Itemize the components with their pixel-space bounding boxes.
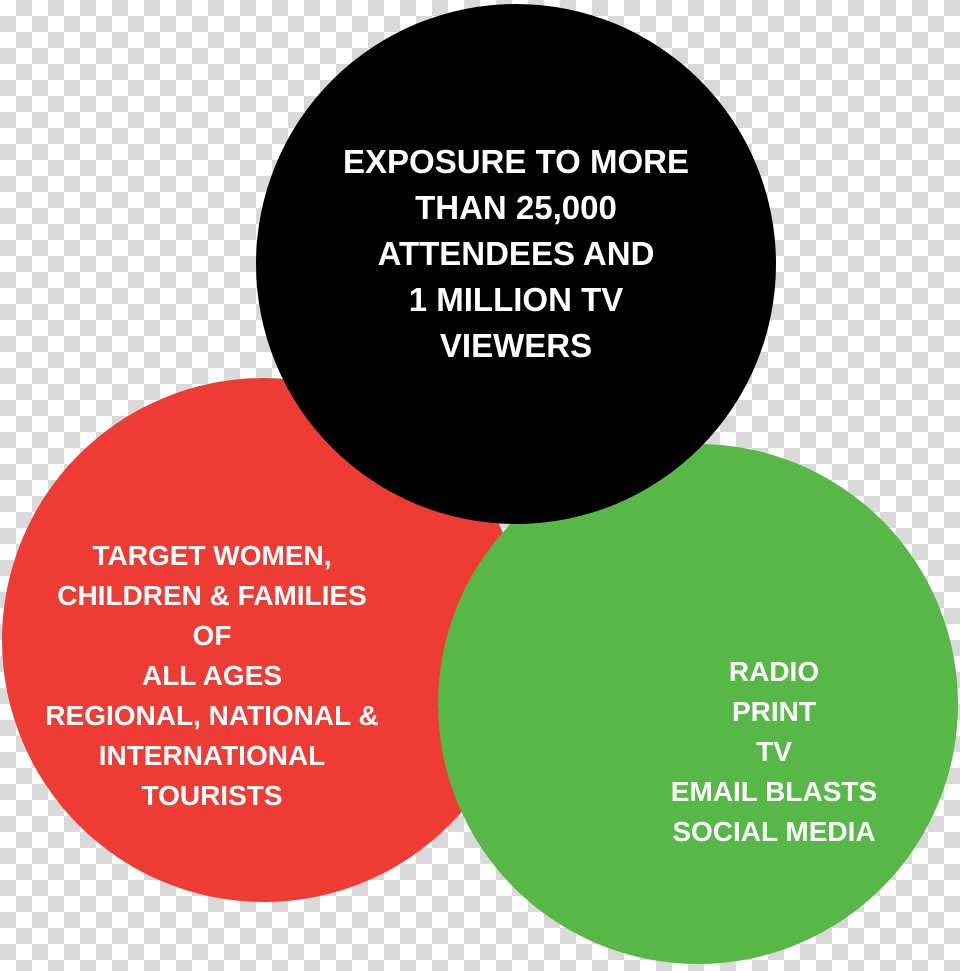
venn-text-line: OF: [45, 616, 378, 656]
venn-text-line: VIEWERS: [343, 323, 689, 369]
venn-text-line: INTERNATIONAL: [45, 736, 378, 776]
venn-text-line: PRINT: [671, 692, 877, 732]
venn-text-line: EMAIL BLASTS: [671, 772, 877, 812]
venn-text-line: TV: [671, 732, 877, 772]
diagram-canvas: TARGET WOMEN,CHILDREN & FAMILIESOFALL AG…: [0, 0, 960, 971]
venn-circle-black: EXPOSURE TO MORETHAN 25,000ATTENDEES AND…: [256, 4, 776, 524]
venn-text-line: ALL AGES: [45, 656, 378, 696]
venn-text-line: 1 MILLION TV: [343, 277, 689, 323]
venn-text-line: RADIO: [671, 652, 877, 692]
venn-text-black: EXPOSURE TO MORETHAN 25,000ATTENDEES AND…: [343, 139, 689, 369]
venn-text-line: SOCIAL MEDIA: [671, 812, 877, 852]
venn-text-red: TARGET WOMEN,CHILDREN & FAMILIESOFALL AG…: [45, 536, 378, 816]
venn-text-line: REGIONAL, NATIONAL &: [45, 696, 378, 736]
venn-text-line: EXPOSURE TO MORE: [343, 139, 689, 185]
venn-text-line: TARGET WOMEN,: [45, 536, 378, 576]
venn-text-line: ATTENDEES AND: [343, 231, 689, 277]
venn-text-line: CHILDREN & FAMILIES: [45, 576, 378, 616]
venn-text-line: TOURISTS: [45, 776, 378, 816]
venn-text-line: THAN 25,000: [343, 185, 689, 231]
venn-text-green: RADIOPRINTTVEMAIL BLASTSSOCIAL MEDIA: [671, 652, 877, 852]
